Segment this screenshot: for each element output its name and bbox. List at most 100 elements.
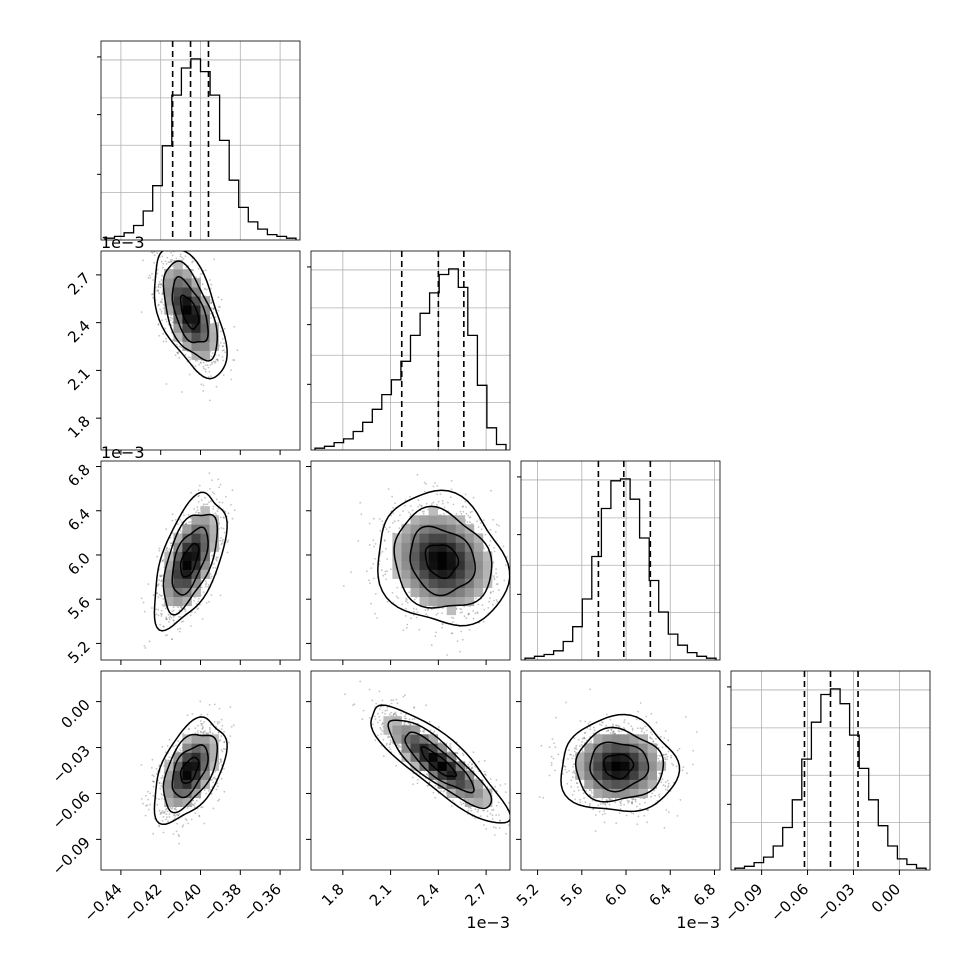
sample-point [439, 493, 442, 495]
sample-point [387, 488, 390, 490]
sample-point [184, 610, 187, 612]
sample-point [212, 508, 215, 510]
sample-point [192, 804, 194, 806]
density-cell [437, 560, 447, 570]
contour-level-2 [393, 505, 493, 609]
contour-level-0 [424, 544, 460, 580]
density-cell [455, 560, 466, 570]
sample-point [183, 608, 186, 611]
sample-point [492, 603, 494, 606]
sample-point [388, 526, 391, 529]
sample-point [156, 272, 159, 275]
sample-point [161, 613, 163, 616]
sample-point [214, 512, 217, 515]
sample-point [408, 591, 411, 594]
sample-point [223, 531, 226, 534]
density-cell [419, 515, 429, 525]
sample-point [450, 488, 453, 491]
sample-point [211, 732, 214, 735]
sample-point [424, 609, 427, 611]
sample-point [397, 597, 399, 599]
density-cell [200, 332, 210, 342]
sample-point [175, 257, 178, 260]
pair-panel-0-1 [100, 248, 301, 451]
sample-point [180, 521, 183, 523]
sample-point [493, 599, 495, 602]
sample-point [164, 260, 167, 263]
sample-point [455, 512, 458, 515]
sample-point [450, 632, 453, 635]
sample-point [370, 567, 373, 569]
sample-point [153, 254, 156, 257]
sample-point [441, 623, 444, 625]
sample-point [157, 608, 160, 611]
density-cell [473, 569, 484, 579]
sample-point [467, 514, 470, 517]
density-cell [209, 542, 219, 552]
density-cell [437, 533, 447, 543]
density-cell [182, 341, 192, 351]
sample-point [382, 574, 385, 577]
density-cell [482, 551, 493, 561]
sample-point [452, 621, 454, 623]
density-cell [401, 569, 411, 579]
sample-point [484, 533, 487, 536]
density-cell [191, 542, 201, 552]
density-cell [455, 551, 466, 561]
sample-point [218, 501, 221, 504]
sample-point [212, 566, 215, 569]
sample-point [222, 538, 224, 541]
sample-point [165, 760, 168, 762]
contour-level-3 [377, 489, 510, 627]
sample-point [147, 583, 150, 585]
density-cell [182, 524, 192, 534]
density-cell [191, 551, 201, 561]
sample-point [221, 540, 224, 542]
sample-point [182, 257, 185, 260]
sample-point [180, 346, 183, 349]
sample-point [159, 286, 162, 289]
density-cell [446, 560, 457, 570]
density-cell [401, 542, 411, 552]
sample-point [173, 814, 175, 817]
sample-point [173, 248, 175, 250]
sample-point [502, 545, 505, 548]
density-cell [164, 296, 174, 306]
sample-point [157, 283, 160, 286]
density-cell [191, 515, 201, 525]
sample-point [434, 635, 437, 637]
sample-point [180, 606, 183, 609]
sample-point [217, 359, 219, 362]
sample-point [160, 595, 163, 597]
marginal-panel-3 [727, 670, 931, 871]
sample-point [159, 301, 162, 303]
sample-point [160, 580, 163, 583]
sample-point [490, 489, 492, 492]
sample-point [368, 579, 370, 582]
sample-point [171, 610, 174, 613]
density-cell [464, 533, 475, 543]
density-cell [173, 305, 183, 315]
sample-point [372, 577, 375, 580]
sample-point [441, 607, 444, 609]
sample-point [218, 547, 221, 550]
sample-point [461, 611, 464, 614]
density-cell [455, 524, 466, 534]
sample-point [442, 513, 445, 515]
sample-point [178, 630, 181, 633]
sample-point [399, 514, 401, 517]
sample-point [187, 822, 190, 825]
sample-point [415, 616, 418, 619]
density-cell [173, 569, 183, 579]
sample-point [405, 626, 408, 629]
sample-point [169, 542, 172, 544]
sample-point [469, 511, 472, 514]
density-cell [392, 542, 402, 552]
sample-point [372, 517, 375, 520]
sample-point [165, 818, 168, 821]
panel-content [140, 248, 239, 402]
sample-point [462, 505, 465, 508]
sample-point [221, 338, 224, 340]
sample-point [179, 253, 182, 256]
sample-point [170, 638, 173, 640]
